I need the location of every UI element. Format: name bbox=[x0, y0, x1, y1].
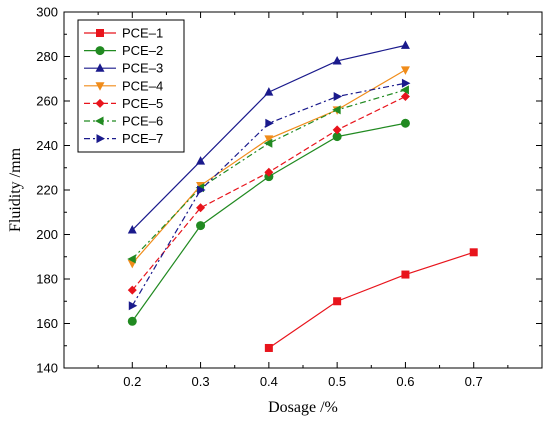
data-point-pce-5 bbox=[400, 92, 410, 102]
data-point-pce-6 bbox=[127, 254, 136, 264]
x-tick-label: 0.3 bbox=[192, 374, 210, 389]
data-point-pce-7 bbox=[128, 301, 138, 311]
data-point-pce-5 bbox=[332, 125, 342, 135]
legend-entry-pce-7: PCE–7 bbox=[84, 131, 163, 146]
series-line-pce-6 bbox=[131, 89, 406, 260]
data-point-pce-4 bbox=[264, 135, 274, 144]
legend: PCE–1 PCE–2 PCE–3 PCE–4 PCE–5 PCE–6 PCE–7 bbox=[77, 19, 185, 153]
y-tick-label: 200 bbox=[36, 227, 58, 242]
data-point-pce-3 bbox=[127, 225, 137, 234]
x-tick-label: 0.2 bbox=[123, 374, 141, 389]
legend-entry-pce-6: PCE–6 bbox=[84, 114, 163, 129]
legend-entry-pce-3: PCE–3 bbox=[84, 61, 163, 76]
data-point-pce-2 bbox=[127, 316, 137, 326]
legend-entry-pce-2: PCE–2 bbox=[84, 43, 163, 58]
x-tick-label: 0.4 bbox=[260, 374, 278, 389]
legend-label: PCE–7 bbox=[122, 131, 163, 146]
y-tick-label: 220 bbox=[36, 183, 58, 198]
legend-marker bbox=[95, 46, 105, 56]
data-point-pce-6 bbox=[263, 138, 273, 148]
data-point-pce-3 bbox=[332, 55, 342, 65]
legend-marker bbox=[96, 134, 105, 144]
x-tick-label: 0.5 bbox=[328, 374, 346, 389]
y-axis-title: Fluidity /mm bbox=[7, 147, 24, 232]
legend-label: PCE–5 bbox=[122, 96, 163, 111]
x-tick-label: 0.7 bbox=[465, 374, 483, 389]
legend-marker bbox=[96, 29, 104, 37]
series-pce-7 bbox=[128, 78, 411, 311]
data-point-pce-3 bbox=[400, 40, 410, 49]
data-point-pce-1 bbox=[333, 297, 342, 306]
series-pce-5 bbox=[127, 92, 410, 295]
data-point-pce-3 bbox=[264, 87, 274, 96]
legend-label: PCE–2 bbox=[122, 43, 163, 58]
legend-entry-pce-5: PCE–5 bbox=[84, 96, 163, 111]
data-point-pce-6 bbox=[400, 85, 409, 95]
y-tick-label: 240 bbox=[36, 138, 58, 153]
y-tick-label: 300 bbox=[36, 5, 58, 20]
x-axis: 0.2 0.3 0.4 0.5 0.6 0.7 bbox=[97, 12, 509, 389]
data-point-pce-7 bbox=[401, 78, 411, 88]
data-point-pce-2 bbox=[400, 118, 410, 128]
data-point-pce-2 bbox=[196, 221, 206, 231]
data-point-pce-1 bbox=[401, 270, 410, 279]
data-point-pce-5 bbox=[196, 203, 206, 213]
legend-marker bbox=[95, 63, 105, 72]
series-pce-3 bbox=[127, 40, 410, 234]
legend-label: PCE–6 bbox=[122, 114, 163, 129]
legend-label: PCE–4 bbox=[122, 78, 163, 93]
series-pce-1 bbox=[264, 248, 478, 352]
y-tick-label: 160 bbox=[36, 316, 58, 331]
x-axis-title: Dosage /% bbox=[268, 399, 338, 416]
data-point-pce-3 bbox=[196, 156, 206, 165]
y-tick-label: 280 bbox=[36, 49, 58, 64]
legend-marker bbox=[95, 116, 104, 126]
data-point-pce-5 bbox=[127, 285, 137, 295]
y-tick-label: 260 bbox=[36, 94, 58, 109]
y-tick-label: 140 bbox=[36, 361, 58, 376]
legend-label: PCE–1 bbox=[122, 26, 163, 41]
data-point-pce-7 bbox=[197, 185, 206, 195]
legend-entry-pce-4: PCE–4 bbox=[84, 78, 163, 93]
data-point-pce-1 bbox=[469, 248, 478, 257]
series-line-pce-1 bbox=[268, 251, 474, 349]
data-point-pce-2 bbox=[332, 132, 342, 142]
data-point-pce-6 bbox=[332, 105, 341, 115]
y-tick-label: 180 bbox=[36, 272, 58, 287]
data-point-pce-7 bbox=[333, 92, 343, 102]
data-point-pce-4 bbox=[400, 66, 410, 75]
series-line-pce-2 bbox=[131, 122, 406, 322]
legend-marker bbox=[95, 98, 105, 108]
legend-label: PCE–3 bbox=[122, 61, 163, 76]
legend-entry-pce-1: PCE–1 bbox=[84, 26, 163, 41]
series-layer bbox=[127, 40, 478, 352]
data-point-pce-1 bbox=[264, 343, 273, 352]
x-tick-label: 0.6 bbox=[396, 374, 414, 389]
data-point-pce-7 bbox=[265, 118, 274, 128]
y-axis: 140 160 180 200 220 240 260 280 300 bbox=[36, 5, 542, 376]
legend-marker bbox=[95, 82, 105, 91]
data-point-pce-5 bbox=[264, 167, 274, 177]
